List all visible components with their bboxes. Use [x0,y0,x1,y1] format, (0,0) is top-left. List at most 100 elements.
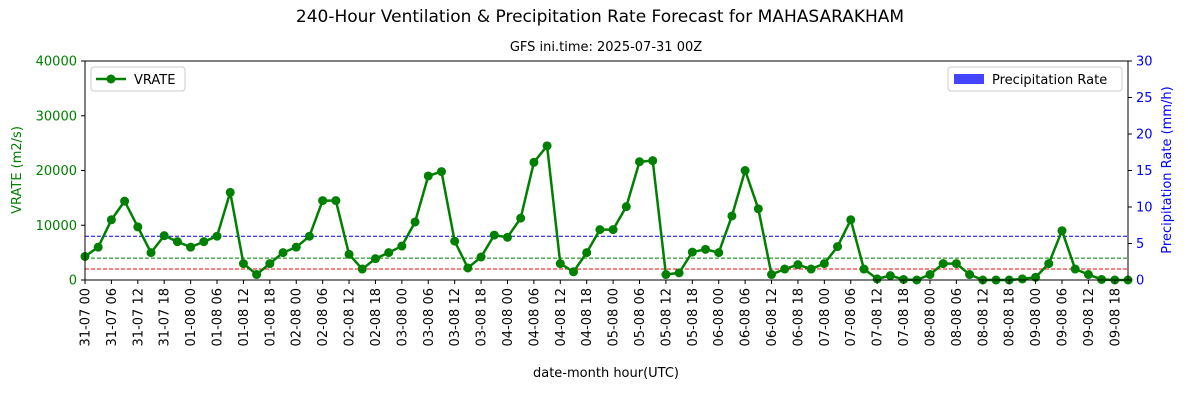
x-tick-label: 31-07 06 [105,288,120,346]
vrate-point [516,213,526,223]
right-y-tick-label: 10 [1136,201,1153,216]
vrate-point [753,204,763,214]
x-tick-label: 07-08 00 [818,288,833,346]
vrate-point [318,196,328,206]
x-tick-label: 08-08 18 [1003,288,1018,346]
vrate-point [212,231,222,241]
vrate-point [199,237,209,247]
legend-precipitation-label: Precipitation Rate [992,73,1107,88]
vrate-point [186,242,196,252]
left-y-tick-label: 40000 [36,55,77,70]
x-axis-label: date-month hour(UTC) [533,366,679,381]
x-tick-label: 01-08 18 [263,288,278,346]
vrate-point [370,254,380,264]
right-y-tick-label: 20 [1136,128,1153,143]
right-y-tick-label: 5 [1136,237,1144,252]
vrate-point [331,196,341,206]
vrate-point [146,248,156,258]
right-y-tick-label: 0 [1136,274,1144,289]
vrate-point [1083,270,1093,280]
legend-vrate: VRATE [90,66,186,92]
x-tick-label: 06-08 00 [712,288,727,346]
vrate-point [806,264,816,274]
right-y-tick-label: 30 [1136,55,1153,70]
vrate-point [1044,259,1054,269]
x-axis: 31-07 00 31-07 06 31-07 12 31-07 18 01-08 00… [79,280,1123,346]
vrate-point [872,274,882,284]
x-tick-label: 01-08 00 [184,288,199,346]
vrate-point [159,231,169,241]
vrate-point [463,263,473,273]
x-tick-label: 09-08 18 [1108,288,1123,346]
vrate-point [714,248,724,258]
x-tick-label: 04-08 12 [554,288,569,346]
vrate-point [780,264,790,274]
x-tick-label: 05-08 18 [686,288,701,346]
vrate-point [502,232,512,242]
vrate-point [476,252,486,262]
vrate-point [291,242,301,252]
x-tick-label: 03-08 18 [475,288,490,346]
vrate-point [1057,226,1067,236]
left-y-tick-label: 20000 [36,164,77,179]
chart-subtitle: GFS ini.time: 2025-07-31 00Z [510,40,702,55]
vrate-point [225,187,235,197]
vrate-point [899,274,909,284]
vrate-point [120,196,130,206]
legend-precipitation: Precipitation Rate [947,66,1123,92]
vrate-point [965,270,975,280]
vrate-point [701,244,711,254]
left-y-axis: 0 10000 20000 30000 40000 [36,55,85,289]
x-tick-label: 08-08 12 [976,288,991,346]
vrate-point [529,157,539,167]
vrate-point [106,215,116,225]
vrate-point [740,166,750,175]
vrate-point [489,230,499,240]
x-tick-label: 02-08 18 [369,288,384,346]
vrate-point [582,248,592,258]
left-y-axis-label: VRATE (m2/s) [10,126,25,214]
vrate-point [674,268,684,278]
x-tick-label: 31-07 18 [158,288,173,346]
x-tick-label: 04-08 00 [501,288,516,346]
vrate-point [635,157,645,167]
x-tick-label: 05-08 00 [607,288,622,346]
legend-precipitation-swatch [954,74,984,84]
x-tick-label: 07-08 12 [871,288,886,346]
x-tick-label: 06-08 18 [791,288,806,346]
vrate-point [410,217,420,227]
x-tick-label: 09-08 12 [1082,288,1097,346]
vrate-point [595,225,605,235]
x-tick-label: 02-08 12 [343,288,358,346]
x-tick-label: 03-08 00 [395,288,410,346]
vrate-point [304,231,314,241]
vrate-point [93,242,103,252]
vrate-point [925,270,935,280]
x-tick-label: 05-08 06 [633,288,648,346]
vrate-point [727,211,737,221]
x-tick-label: 07-08 06 [844,288,859,346]
vrate-point [819,259,829,269]
vrate-point [687,247,697,257]
vrate-point [1070,264,1080,274]
vrate-point [568,267,578,277]
vrate-point [384,248,394,258]
x-tick-label: 02-08 00 [290,288,305,346]
x-tick-label: 07-08 18 [897,288,912,346]
x-tick-label: 08-08 06 [950,288,965,346]
x-tick-label: 01-08 12 [237,288,252,346]
x-tick-label: 31-07 12 [131,288,146,346]
vrate-point [436,167,446,177]
vrate-point [344,249,354,259]
vrate-point [661,270,671,280]
vrate-point [938,259,948,269]
vrate-point [1017,274,1027,284]
x-tick-label: 05-08 12 [659,288,674,346]
x-tick-label: 03-08 12 [448,288,463,346]
vrate-point [265,259,275,269]
left-y-tick-label: 30000 [36,109,77,124]
x-tick-label: 06-08 12 [765,288,780,346]
x-tick-label: 04-08 06 [527,288,542,346]
vrate-point [648,156,658,166]
vrate-point [833,242,843,252]
